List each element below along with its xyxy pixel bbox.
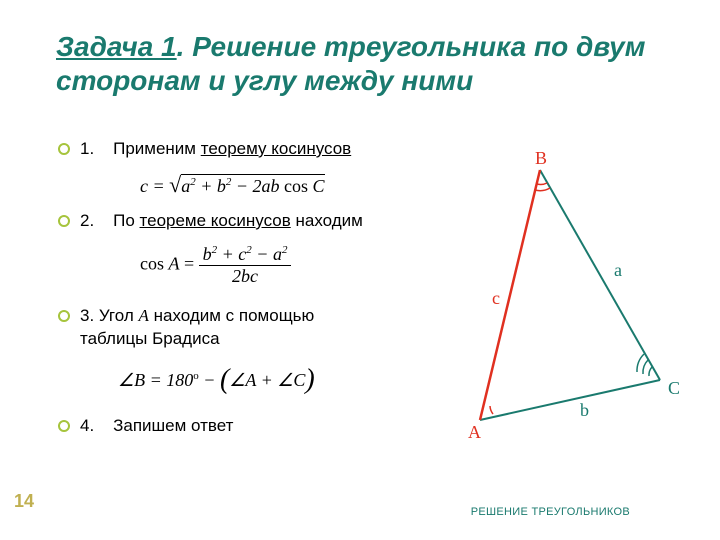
sqrt-icon: √	[169, 172, 181, 197]
side-label-c: c	[492, 288, 500, 309]
title-problem-number: Задача 1	[56, 31, 177, 62]
angle-arc-b2	[535, 188, 550, 191]
formula-cosine-c: c = √a2 + b2 − 2ab cos C	[140, 172, 325, 198]
angle-arc-b1	[537, 183, 547, 184]
page-number: 14	[14, 491, 34, 512]
bullet-icon	[58, 310, 70, 322]
f3-inner: ∠A + ∠C	[229, 370, 305, 390]
step-1-num: 1.	[80, 139, 94, 158]
step-2-pre: По	[113, 211, 139, 230]
formula-cosine-a: cos A = b2 + c2 − a2 2bc	[140, 244, 291, 287]
step-4: 4. Запишем ответ	[80, 415, 420, 438]
step-2-link: теореме косинусов	[140, 211, 291, 230]
side-label-a: a	[614, 260, 622, 281]
side-c	[480, 170, 540, 420]
f3-pre: ∠B = 180o	[118, 370, 199, 390]
step-3: 3. Угол А находим с помощью таблицы Брад…	[80, 305, 420, 351]
step-1-link: теорему косинусов	[201, 139, 351, 158]
bullet-icon	[58, 215, 70, 227]
angle-arc-c1	[649, 367, 652, 376]
step-3-line1b: находим с помощью	[149, 306, 314, 325]
slide-title: Задача 1. Решение треугольника по двум с…	[56, 30, 680, 97]
side-b	[480, 380, 660, 420]
step-3-line2: таблицы Брадиса	[80, 329, 220, 348]
angle-arc-c2	[643, 360, 648, 374]
f1-lhs: c =	[140, 176, 169, 196]
step-2-post: находим	[291, 211, 363, 230]
f3-mid: −	[203, 370, 220, 390]
step-1: 1. Применим теорему косинусов	[80, 138, 420, 161]
vertex-label-a: A	[468, 422, 481, 443]
fraction-icon: b2 + c2 − a2 2bc	[199, 244, 292, 287]
step-2-num: 2.	[80, 211, 94, 230]
paren-left-icon: (	[220, 364, 229, 395]
bullet-icon	[58, 420, 70, 432]
vertex-label-b: B	[535, 148, 547, 169]
bullet-icon	[58, 143, 70, 155]
side-a	[540, 170, 660, 380]
f2-lhs: cos A =	[140, 254, 199, 274]
formula-angle-b: ∠B = 180o − (∠A + ∠C)	[118, 362, 315, 394]
paren-right-icon: )	[305, 364, 314, 395]
footer-text: РЕШЕНИЕ ТРЕУГОЛЬНИКОВ	[471, 506, 630, 518]
step-4-num: 4.	[80, 416, 94, 435]
step-4-text: Запишем ответ	[113, 416, 233, 435]
step-2: 2. По теореме косинусов находим	[80, 210, 420, 233]
step-1-pre: Применим	[113, 139, 201, 158]
vertex-label-c: C	[668, 378, 680, 399]
f2-den: 2bc	[199, 266, 292, 287]
side-label-b: b	[580, 400, 589, 421]
f1-radicand: a2 + b2 − 2ab cos C	[181, 174, 324, 196]
step-3-var: А	[139, 306, 149, 325]
angle-arc-a	[490, 406, 493, 414]
triangle-diagram: B A C a b c	[460, 160, 690, 450]
f2-num: b2 + c2 − a2	[199, 244, 292, 266]
step-3-line1a: 3. Угол	[80, 306, 139, 325]
